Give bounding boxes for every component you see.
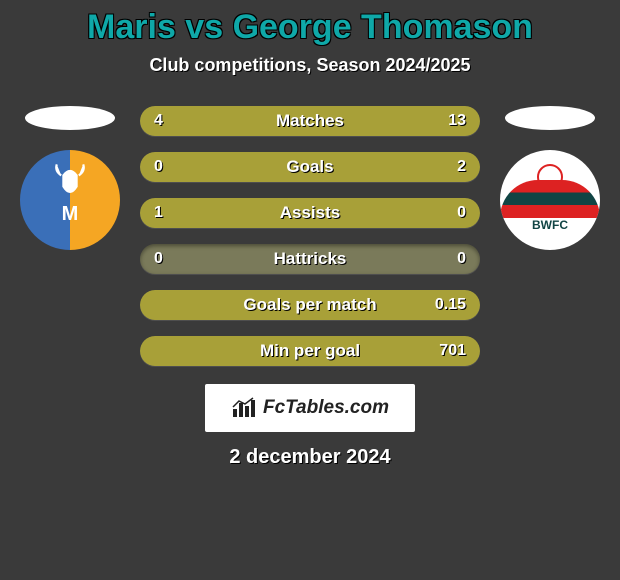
player-photo-placeholder-left [25, 106, 115, 130]
stat-bar: 02Goals [140, 152, 480, 182]
bar-chart-icon [231, 397, 257, 419]
brand-badge: FcTables.com [205, 384, 415, 432]
date-text: 2 december 2024 [0, 446, 620, 469]
brand-text: FcTables.com [263, 397, 389, 419]
stat-bar: 413Matches [140, 106, 480, 136]
subtitle: Club competitions, Season 2024/2025 [0, 55, 620, 76]
stat-bar: 0.15Goals per match [140, 290, 480, 320]
stat-label: Matches [140, 111, 480, 131]
stats-column: 413Matches 02Goals 10Assists 00Hattricks 0.1… [140, 106, 480, 366]
stat-bar: 701Min per goal [140, 336, 480, 366]
stat-label: Goals [140, 157, 480, 177]
stat-bar: 00Hattricks [140, 244, 480, 274]
stat-label: Goals per match [140, 295, 480, 315]
stat-label: Assists [140, 203, 480, 223]
page-title: Maris vs George Thomason [0, 8, 620, 47]
club-initials: BWFC [532, 218, 568, 232]
player-photo-placeholder-right [505, 106, 595, 130]
stag-icon [48, 160, 92, 204]
main-row: 413Matches 02Goals 10Assists 00Hattricks 0.1… [0, 106, 620, 366]
right-player-column: BWFC [500, 106, 600, 250]
stat-bar: 10Assists [140, 198, 480, 228]
comparison-infographic: Maris vs George Thomason Club competitio… [0, 0, 620, 469]
club-badge-left [20, 150, 120, 250]
stat-label: Hattricks [140, 249, 480, 269]
club-badge-right: BWFC [500, 150, 600, 250]
ribbon-icon [500, 180, 600, 218]
left-player-column [20, 106, 120, 250]
stat-label: Min per goal [140, 341, 480, 361]
